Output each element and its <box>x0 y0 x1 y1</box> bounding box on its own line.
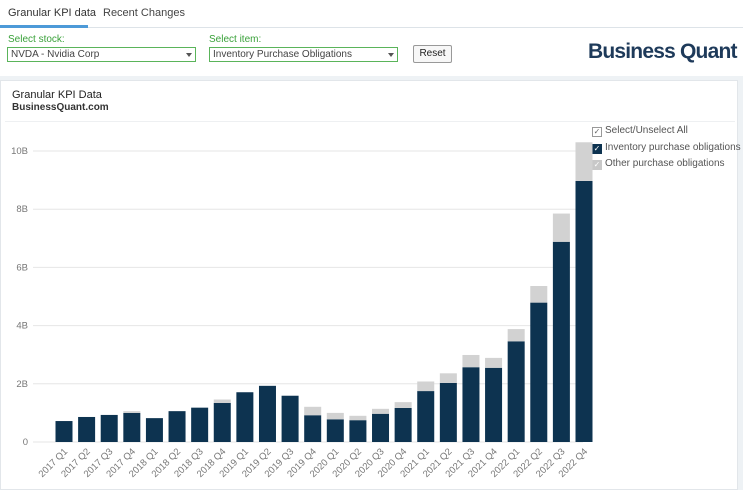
y-tick-label: 0 <box>23 437 28 448</box>
bar-inventory <box>530 302 548 442</box>
bar-other <box>439 373 457 383</box>
bar-other <box>304 406 322 416</box>
bar-inventory <box>417 391 435 442</box>
brand-logo: Business Quant <box>588 40 737 63</box>
card-title: Granular KPI Data <box>12 89 102 101</box>
bar-inventory <box>485 367 503 442</box>
bar-inventory <box>575 180 593 442</box>
bar-inventory <box>145 418 163 442</box>
bar-inventory <box>349 420 367 442</box>
y-tick-label: 6B <box>16 262 28 273</box>
bar-inventory <box>213 403 231 442</box>
y-tick-label: 2B <box>16 379 28 390</box>
reset-button[interactable]: Reset <box>413 45 452 63</box>
chevron-down-icon <box>388 53 394 57</box>
bar-inventory <box>372 413 390 442</box>
checkbox-icon: ✓ <box>592 127 602 137</box>
legend-other-label: Other purchase obligations <box>605 158 725 169</box>
bar-other <box>530 286 548 303</box>
bar-inventory <box>168 411 186 442</box>
stock-select[interactable]: NVDA - Nvidia Corp <box>7 47 196 62</box>
bar-inventory <box>100 414 118 442</box>
item-select-label: Select item: <box>209 34 262 45</box>
bar-other <box>462 354 480 368</box>
bar-inventory <box>78 416 96 442</box>
bar-other <box>213 399 231 404</box>
bar-other <box>123 411 141 413</box>
bar-inventory <box>123 412 141 442</box>
y-tick-label: 10B <box>11 146 28 157</box>
bar-other <box>417 381 435 392</box>
controls-bar: Select stock: NVDA - Nvidia Corp Select … <box>0 28 743 76</box>
legend-select-all-label: Select/Unselect All <box>605 125 688 136</box>
bar-other <box>349 415 367 421</box>
bar-other <box>485 357 503 368</box>
bar-inventory <box>507 341 525 442</box>
y-tick-label: 8B <box>16 204 28 215</box>
legend-select-all[interactable]: ✓ Select/Unselect All <box>592 125 688 137</box>
bar-inventory <box>552 241 570 442</box>
bar-inventory <box>304 415 322 442</box>
bar-other <box>575 142 593 181</box>
y-tick-label: 4B <box>16 321 28 332</box>
bar-other <box>507 329 525 342</box>
bar-inventory <box>55 421 73 442</box>
bar-inventory <box>258 385 276 442</box>
active-tab-indicator <box>0 25 88 28</box>
bar-inventory <box>326 419 344 442</box>
card-subtitle: BusinessQuant.com <box>12 102 109 113</box>
bar-inventory <box>191 407 209 442</box>
legend-inventory-label: Inventory purchase obligations <box>605 142 741 153</box>
bar-inventory <box>236 392 254 442</box>
tab-recent-changes[interactable]: Recent Changes <box>103 7 185 19</box>
bar-inventory <box>462 367 480 442</box>
bar-inventory <box>439 382 457 442</box>
chevron-down-icon <box>186 53 192 57</box>
bar-other <box>552 213 570 242</box>
bar-inventory <box>394 407 412 442</box>
chart-card: Granular KPI Data BusinessQuant.com <box>0 80 738 490</box>
item-select[interactable]: Inventory Purchase Obligations <box>209 47 398 62</box>
bar-other <box>394 402 412 408</box>
stock-select-label: Select stock: <box>8 34 65 45</box>
bar-other <box>372 408 390 414</box>
item-select-value: Inventory Purchase Obligations <box>213 49 352 60</box>
bar-other <box>326 412 344 420</box>
divider <box>5 121 735 122</box>
tab-bar: Granular KPI data Recent Changes <box>0 0 743 28</box>
stock-select-value: NVDA - Nvidia Corp <box>11 49 100 60</box>
bar-inventory <box>281 395 299 442</box>
tab-granular-kpi-data[interactable]: Granular KPI data <box>8 7 97 19</box>
